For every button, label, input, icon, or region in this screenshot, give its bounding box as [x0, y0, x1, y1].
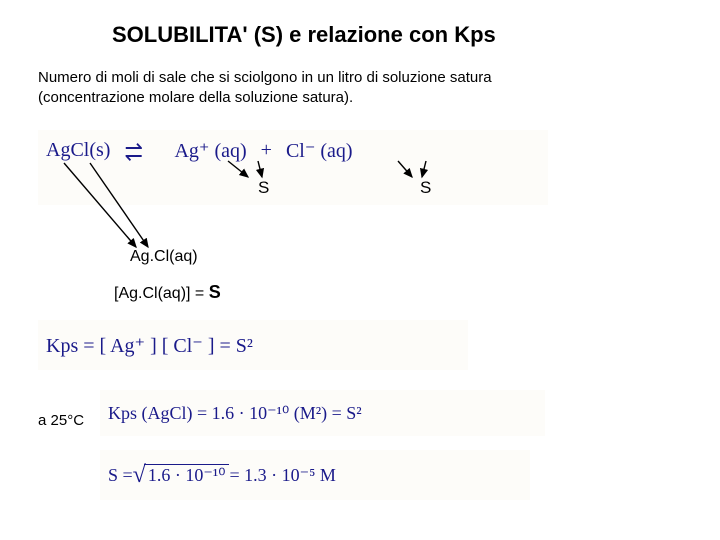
definition-line-2: (concentrazione molare della soluzione s…	[38, 89, 353, 106]
kps-expression: Kps = [ Ag⁺ ] [ Cl⁻ ] = S²	[46, 333, 253, 358]
equilibrium-arrows-icon	[124, 141, 160, 161]
kps-expression-block: Kps = [ Ag⁺ ] [ Cl⁻ ] = S²	[38, 320, 468, 370]
slide-title: SOLUBILITA' (S) e relazione con Kps	[112, 22, 496, 48]
solubility-result-block: S = √ 1.6 · 10⁻¹⁰ = 1.3 · 10⁻⁵ M	[100, 450, 530, 500]
kps-value-block: Kps (AgCl) = 1.6 · 10⁻¹⁰ (M²) = S²	[100, 390, 545, 436]
agcl-conc-value: S	[209, 282, 221, 302]
definition-text: Numero di moli di sale che si sciolgono …	[38, 68, 492, 107]
eq-product-2: Cl⁻ (aq)	[286, 138, 353, 163]
temperature-label: a 25°C	[38, 412, 84, 429]
agcl-conc-lhs: [Ag.Cl(aq)] =	[114, 285, 209, 302]
s-under-product-1: S	[246, 176, 281, 200]
s-under-product-2: S	[408, 176, 443, 200]
eq-reactant: AgCl(s)	[46, 139, 110, 162]
s-result-suffix: = 1.3 · 10⁻⁵ M	[229, 465, 335, 486]
agcl-concentration-equation: [Ag.Cl(aq)] = S	[114, 282, 221, 303]
eq-plus: +	[261, 139, 272, 162]
square-root-icon: √ 1.6 · 10⁻¹⁰	[133, 462, 230, 489]
sqrt-radicand: 1.6 · 10⁻¹⁰	[144, 464, 230, 486]
s-result-prefix: S =	[108, 465, 133, 486]
dissolution-equation-block: AgCl(s) Ag⁺ (aq) + Cl⁻ (aq) S S	[38, 130, 548, 205]
dissolution-equation: AgCl(s) Ag⁺ (aq) + Cl⁻ (aq)	[46, 138, 353, 163]
definition-line-1: Numero di moli di sale che si sciolgono …	[38, 69, 492, 86]
agcl-aqueous-label: Ag.Cl(aq)	[130, 248, 198, 266]
kps-value-line: Kps (AgCl) = 1.6 · 10⁻¹⁰ (M²) = S²	[108, 403, 362, 424]
eq-product-1: Ag⁺ (aq)	[174, 138, 246, 163]
